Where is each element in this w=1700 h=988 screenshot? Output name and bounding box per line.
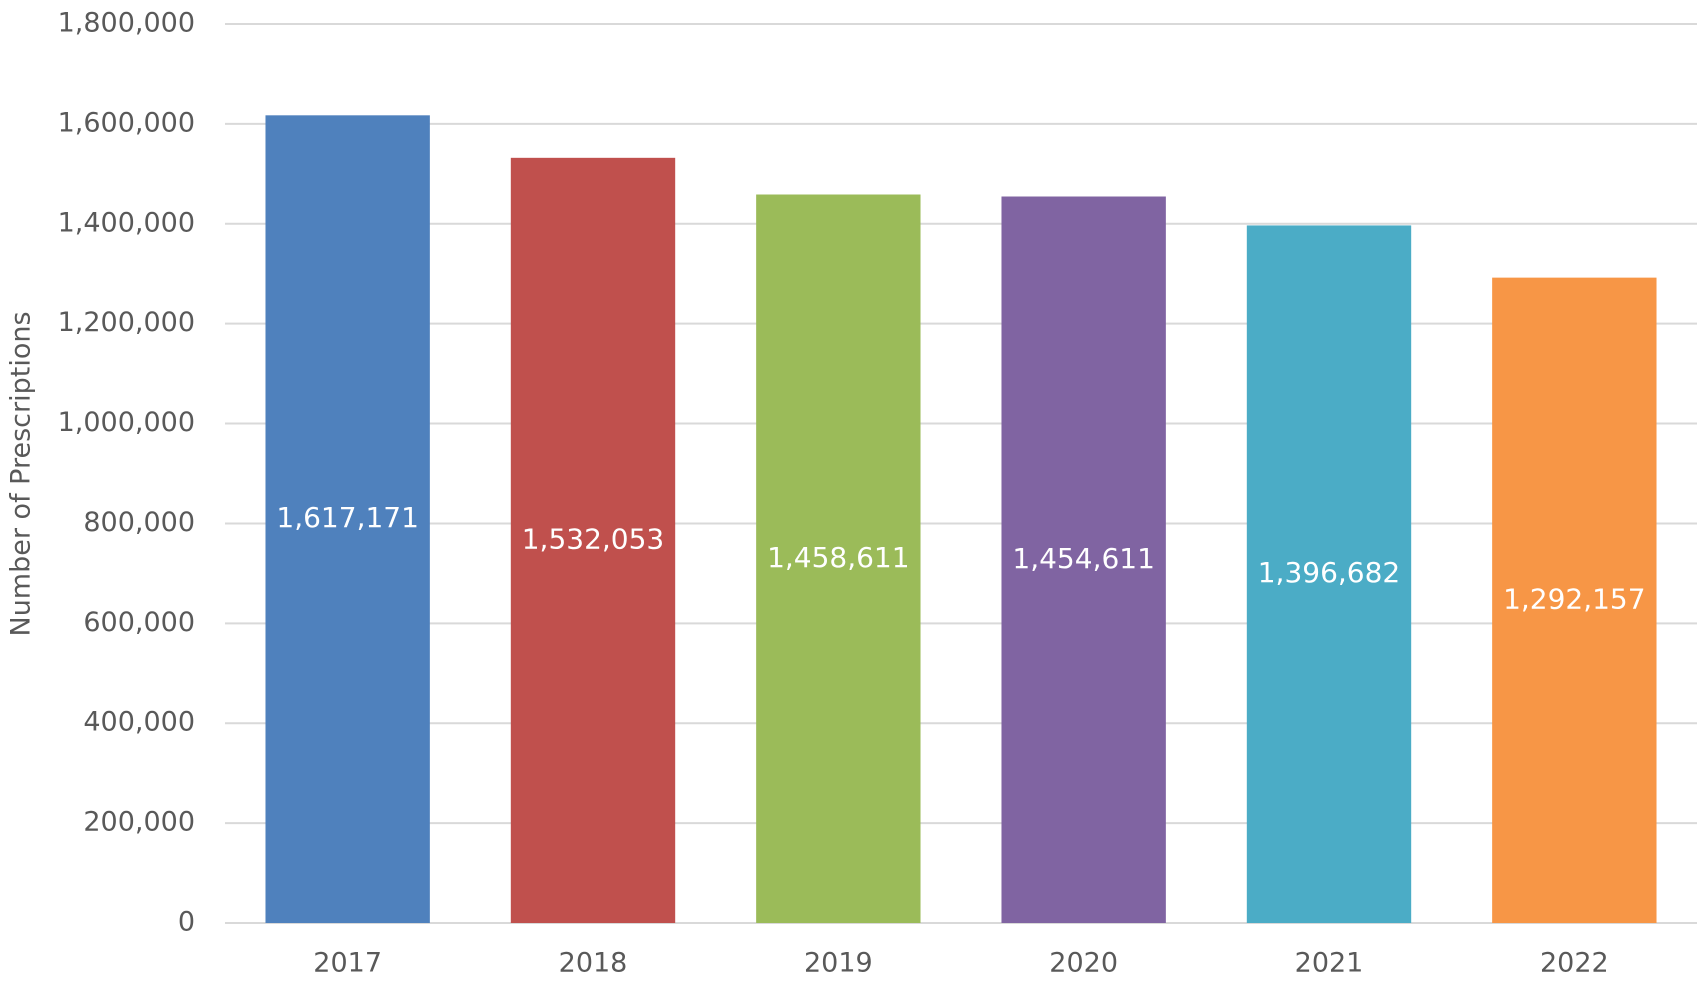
x-tick-label: 2018: [559, 948, 628, 979]
y-tick-label: 400,000: [83, 707, 195, 738]
bar: [756, 194, 921, 924]
data-label: 1,532,053: [522, 522, 665, 555]
y-tick-label: 1,200,000: [58, 307, 195, 338]
bar: [1246, 225, 1412, 923]
x-tick-label: 2022: [1540, 948, 1609, 979]
y-tick-label: 800,000: [83, 507, 195, 538]
x-tick-label: 2017: [313, 948, 382, 979]
data-label: 1,617,171: [276, 501, 419, 534]
data-label: 1,458,611: [767, 541, 910, 574]
bar: [265, 115, 430, 923]
y-tick-label: 1,600,000: [58, 107, 195, 138]
bar: [1492, 277, 1657, 923]
data-label: 1,292,157: [1503, 582, 1646, 615]
x-tick-label: 2019: [804, 948, 873, 979]
y-tick-label: 1,800,000: [58, 8, 195, 39]
y-axis-title: Number of Prescriptions: [6, 311, 37, 636]
data-label: 1,454,611: [1012, 542, 1155, 575]
y-tick-label: 200,000: [83, 807, 195, 838]
data-label: 1,396,682: [1258, 556, 1401, 589]
y-tick-label: 600,000: [83, 607, 195, 638]
y-tick-label: 1,400,000: [58, 207, 195, 238]
bar: [510, 157, 676, 923]
y-tick-label: 0: [178, 907, 195, 938]
x-tick-label: 2020: [1049, 948, 1118, 979]
y-tick-label: 1,000,000: [58, 407, 195, 438]
x-tick-label: 2021: [1295, 948, 1364, 979]
bar: [1001, 196, 1166, 923]
